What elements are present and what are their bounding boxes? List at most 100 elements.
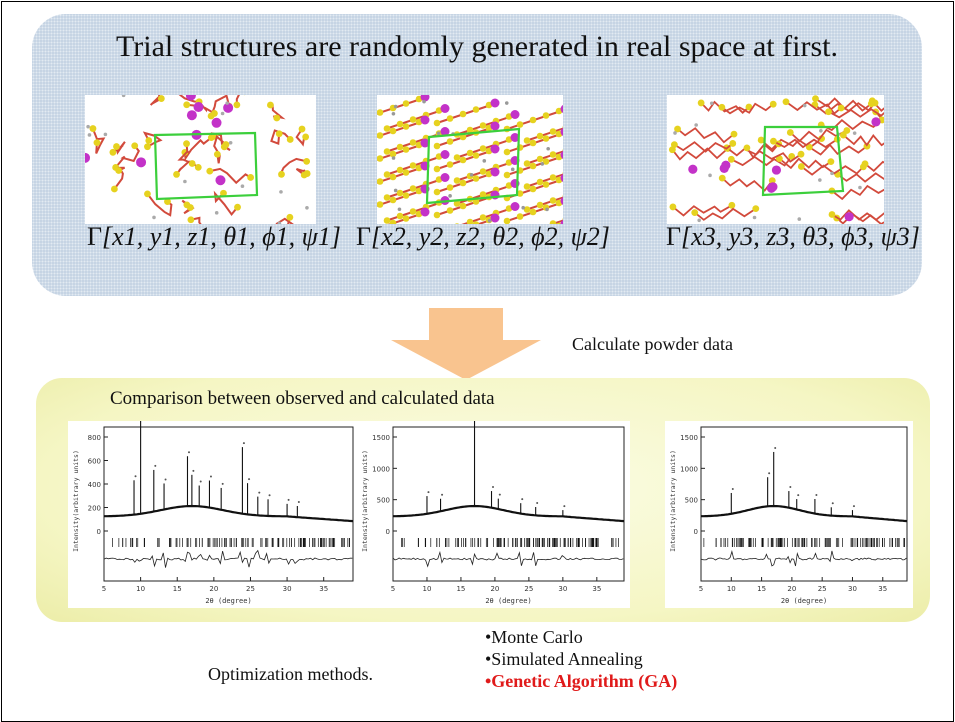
bond-chain <box>831 209 884 221</box>
powder-pattern-chart-2: 1500 1000 500 0 5 10 15 20 25 30 35 2θ (degree) Inte… <box>357 421 630 608</box>
sulfur-atom <box>459 110 467 118</box>
hydrogen-atom <box>482 159 487 163</box>
sulfur-atom <box>300 171 308 179</box>
powder-pattern-chart-1: 800 600 400 200 0 5 10 15 20 25 30 35 2θ (degree) Int… <box>68 421 359 608</box>
sulfur-atom <box>837 104 845 112</box>
hydrogen-atom <box>797 217 802 221</box>
bond-chain <box>694 207 757 221</box>
sulfur-atom <box>409 208 417 215</box>
sulfur-atom <box>728 201 736 209</box>
sulfur-atom <box>752 205 760 213</box>
sulfur-atom <box>396 212 404 220</box>
hydrogen-atom <box>436 131 441 136</box>
sulfur-atom <box>786 129 794 136</box>
unit-cell <box>153 131 259 201</box>
observed-point <box>427 491 430 494</box>
sulfur-atom <box>377 155 384 162</box>
sulfur-atom <box>383 148 391 155</box>
sulfur-atom <box>867 100 875 108</box>
sulfur-atom <box>459 156 467 164</box>
sulfur-atom <box>782 98 790 106</box>
x-tick-label: 35 <box>319 585 328 593</box>
sulfur-atom <box>446 161 454 168</box>
sulfur-atom <box>194 163 202 171</box>
sulfur-atom <box>115 167 123 174</box>
sulfur-atom <box>727 155 735 163</box>
x-tick-label: 20 <box>209 585 218 593</box>
sulfur-atom <box>183 101 191 109</box>
sulfur-atom <box>697 99 705 107</box>
sulfur-atom <box>503 217 511 224</box>
metal-atom <box>223 102 234 113</box>
sulfur-atom <box>466 218 474 224</box>
sulfur-atom <box>383 194 391 201</box>
y-tick-label: 0 <box>386 528 390 536</box>
bond-chain <box>837 172 884 183</box>
bond-chain <box>235 95 240 105</box>
sulfur-atom <box>472 152 480 159</box>
method-monte-carlo: •Monte Carlo <box>485 627 583 647</box>
sulfur-atom <box>536 132 544 140</box>
sulfur-atom <box>859 163 867 171</box>
metal-atom <box>771 165 782 175</box>
sulfur-atom <box>768 177 776 184</box>
sulfur-atom <box>529 185 537 193</box>
plot-frame <box>700 426 908 582</box>
sulfur-atom <box>113 143 120 150</box>
hydrogen-atom <box>708 173 712 178</box>
sulfur-atom <box>247 174 255 181</box>
sulfur-atom <box>669 203 677 211</box>
sulfur-atom <box>110 185 118 193</box>
sulfur-atom <box>286 213 294 221</box>
metal-atom <box>440 104 450 113</box>
difference-curve <box>392 550 624 568</box>
sulfur-atom <box>556 222 562 224</box>
comparison-title: Comparison between observed and calculat… <box>110 388 495 409</box>
bond-chain <box>773 138 838 149</box>
x-tick-label: 25 <box>818 585 827 593</box>
observed-point <box>768 472 771 475</box>
bond-chain <box>785 101 842 115</box>
observed-point <box>797 494 800 497</box>
sulfur-atom <box>827 158 835 166</box>
sulfur-atom <box>523 206 531 213</box>
hydrogen-atom <box>709 101 714 106</box>
hydrogen-atom <box>391 112 396 116</box>
bond-chain <box>700 100 750 114</box>
plot-frame <box>103 426 354 582</box>
sulfur-atom <box>389 127 397 135</box>
x-tick-label: 10 <box>423 585 432 593</box>
hydrogen-atom <box>393 188 398 193</box>
difference-curve <box>700 549 907 567</box>
sulfur-atom <box>396 120 404 128</box>
hydrogen-atom <box>240 184 245 189</box>
sulfur-atom <box>775 155 783 163</box>
sulfur-atom <box>144 190 151 198</box>
sulfur-atom <box>718 174 726 182</box>
observed-point <box>774 446 777 449</box>
observed-point <box>731 487 734 490</box>
sulfur-atom <box>409 185 417 192</box>
sulfur-atom <box>109 148 117 156</box>
sulfur-atom <box>745 103 753 111</box>
sulfur-atom <box>459 133 467 141</box>
hydrogen-atom <box>183 179 187 184</box>
x-tick-label: 15 <box>456 585 465 593</box>
hydrogen-atom <box>86 124 90 129</box>
sulfur-atom <box>479 122 487 129</box>
sulfur-atom <box>183 201 191 209</box>
observed-point <box>199 480 202 483</box>
sulfur-atom <box>188 160 196 167</box>
hydrogen-atom <box>87 133 92 137</box>
sulfur-atom <box>516 121 524 128</box>
sulfur-atom <box>298 125 306 133</box>
sulfur-atom <box>402 215 410 222</box>
sulfur-atom <box>157 95 165 102</box>
observed-point <box>521 498 524 501</box>
x-tick-label: 25 <box>246 585 255 593</box>
sulfur-atom <box>402 100 410 107</box>
metal-atom <box>490 167 500 177</box>
x-tick-label: 20 <box>787 585 796 593</box>
x-tick-label: 10 <box>136 585 145 593</box>
sulfur-atom <box>377 109 384 116</box>
